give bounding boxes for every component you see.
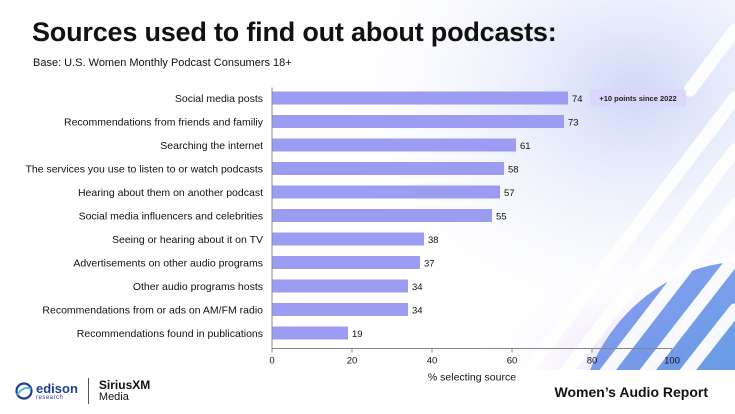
bar (272, 279, 408, 293)
edison-logo-name: edison (36, 380, 78, 396)
bar (272, 162, 504, 175)
x-tick-label: 20 (347, 356, 358, 367)
bar (272, 232, 424, 246)
x-tick-label: 80 (587, 356, 598, 367)
value-label: 34 (412, 306, 423, 317)
bar (272, 326, 348, 340)
x-tick-label: 60 (507, 356, 518, 367)
page-title: Sources used to find out about podcasts: (32, 17, 557, 47)
x-axis-label: % selecting source (428, 372, 516, 384)
value-label: 61 (520, 141, 531, 152)
logo-divider (87, 378, 89, 404)
category-label: The services you use to listen to or wat… (25, 164, 263, 176)
value-label: 74 (572, 94, 583, 105)
bar (272, 185, 500, 199)
value-label: 57 (504, 188, 515, 199)
category-label: Advertisements on other audio programs (73, 258, 263, 270)
category-label: Hearing about them on another podcast (78, 187, 263, 199)
edison-logo-sub: research (36, 394, 64, 401)
value-label: 37 (424, 259, 435, 270)
bar (272, 303, 408, 316)
category-label: Searching the internet (160, 140, 263, 152)
value-label: 55 (496, 212, 507, 223)
category-label: Seeing or hearing about it on TV (112, 234, 263, 246)
category-label: Social media influencers and celebrities (79, 211, 263, 223)
value-label: 38 (428, 235, 439, 246)
siriusxm-logo: SiriusXM Media (99, 379, 150, 403)
value-label: 19 (352, 329, 363, 340)
x-tick-label: 0 (269, 356, 274, 367)
report-label: Women’s Audio Report (554, 384, 708, 400)
siriusxm-logo-name: SiriusXM (98, 377, 151, 392)
annotation-badge (590, 89, 686, 107)
bar (272, 91, 568, 105)
value-label: 73 (568, 118, 579, 129)
bar (272, 115, 564, 128)
page-subtitle: Base: U.S. Women Monthly Podcast Consume… (33, 57, 292, 69)
category-label: Recommendations from friends and familiy (64, 117, 264, 129)
category-label: Recommendations found in publications (77, 328, 263, 340)
edison-logo: edison research (14, 381, 78, 401)
bar (272, 138, 516, 152)
edison-mark-icon (15, 382, 33, 400)
bar (272, 209, 492, 222)
bar (272, 256, 420, 269)
annotation-text: +10 points since 2022 (599, 94, 676, 103)
value-label: 34 (412, 282, 423, 293)
x-tick-label: 40 (427, 356, 438, 367)
siriusxm-logo-sub: Media (98, 390, 129, 403)
category-label: Social media posts (175, 93, 263, 105)
category-label: Recommendations from or ads on AM/FM rad… (42, 305, 263, 317)
value-label: 58 (508, 165, 519, 176)
footer-logos: edison research SiriusXM Media (14, 378, 150, 404)
category-label: Other audio programs hosts (133, 281, 263, 293)
x-tick-label: 100 (664, 356, 680, 367)
